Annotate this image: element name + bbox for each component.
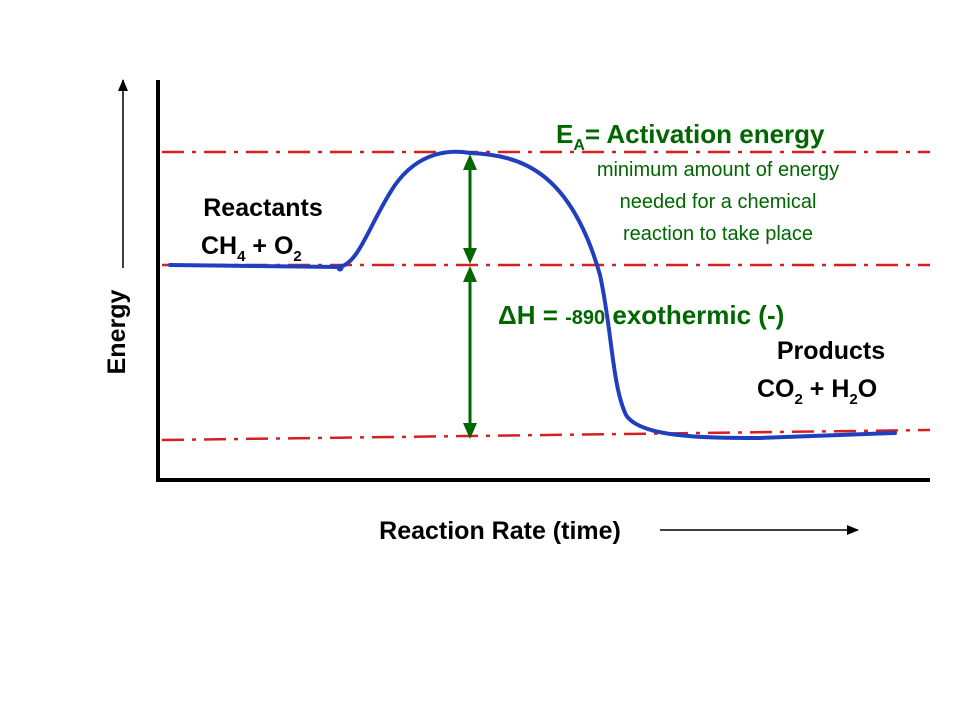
- enthalpy-change-arrow: [463, 266, 477, 439]
- reactants-formula: CH4 + O2: [201, 232, 302, 265]
- activation-energy-arrow: [463, 154, 477, 264]
- activation-desc-line-2: needed for a chemical: [620, 191, 817, 213]
- products-title: Products: [777, 337, 885, 365]
- activation-desc-line-3: reaction to take place: [623, 223, 813, 245]
- y-axis-label: Energy: [103, 290, 131, 375]
- activation-energy-title: EA= Activation energy: [556, 119, 825, 154]
- x-axis-label: Reaction Rate (time): [379, 517, 621, 545]
- transition-start-dot: [336, 264, 344, 272]
- reactants-title: Reactants: [203, 194, 323, 222]
- enthalpy-change-label: ΔH = -890 exothermic (-): [498, 300, 784, 330]
- activation-desc-line-1: minimum amount of energy: [597, 159, 839, 181]
- products-formula: CO2 + H2O: [757, 375, 877, 408]
- product-energy-line: [161, 428, 931, 442]
- energy-curve: [168, 149, 897, 440]
